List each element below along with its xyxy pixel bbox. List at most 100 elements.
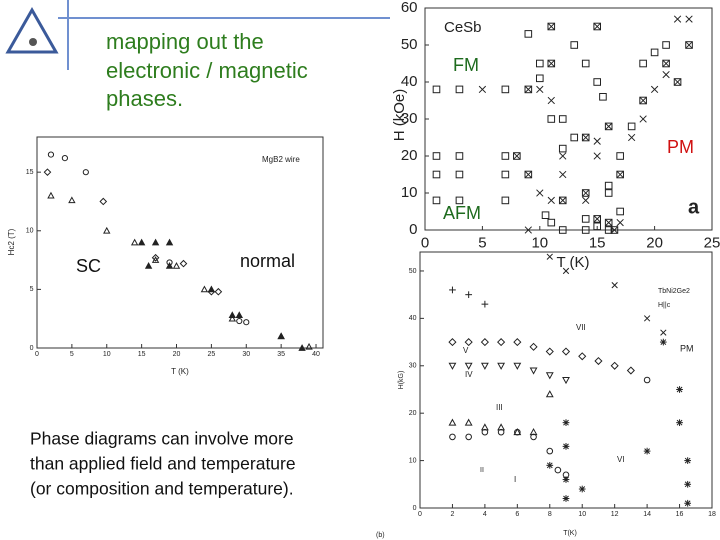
- data-point: [616, 170, 624, 179]
- data-point: [662, 70, 670, 79]
- x-tick-label: 0: [421, 234, 429, 251]
- caption-line: Phase diagrams can involve more: [30, 429, 294, 449]
- marker-part: [82, 169, 89, 176]
- marker-part: [581, 189, 590, 197]
- x-tick-label: 10: [531, 234, 548, 251]
- marker-part: [464, 362, 473, 370]
- data-point: [541, 211, 550, 219]
- marker-part: [562, 267, 570, 275]
- y-tick-label: 10: [401, 184, 418, 201]
- marker-part: [685, 15, 693, 23]
- data-point: [685, 15, 693, 23]
- data-point: [529, 428, 538, 436]
- marker-part: [172, 262, 181, 269]
- chart-annotation: II: [480, 467, 484, 474]
- data-point: [650, 85, 659, 94]
- marker-part: [593, 22, 601, 31]
- data-point: [432, 152, 441, 160]
- data-point: [581, 215, 590, 223]
- data-point: [684, 457, 692, 464]
- marker-part: [547, 196, 555, 205]
- data-point: [432, 170, 441, 179]
- marker-part: [524, 170, 533, 179]
- chart-annotation: TbNi2Ge2: [658, 288, 690, 295]
- data-point: [497, 423, 506, 431]
- data-point: [581, 133, 590, 142]
- data-point: [43, 168, 52, 176]
- marker-part: [137, 238, 146, 246]
- data-point: [179, 259, 188, 268]
- data-point: [529, 367, 538, 375]
- marker-part: [582, 196, 590, 205]
- data-point: [480, 423, 489, 431]
- data-point: [547, 96, 555, 105]
- data-point: [455, 196, 464, 205]
- marker-part: [529, 367, 538, 375]
- data-point: [236, 317, 243, 325]
- marker-part: [546, 253, 553, 260]
- marker-part: [501, 170, 510, 179]
- data-point: [151, 238, 160, 246]
- y-tick-label: 60: [401, 0, 418, 16]
- data-point: [662, 41, 670, 49]
- data-point: [501, 170, 510, 179]
- data-point: [478, 85, 487, 94]
- marker-part: [581, 226, 590, 234]
- data-point: [545, 390, 554, 398]
- marker-part: [673, 15, 682, 23]
- marker-part: [616, 218, 624, 227]
- marker-part: [559, 196, 567, 205]
- data-point: [676, 419, 683, 427]
- chart-annotation: VII: [576, 323, 586, 332]
- marker-part: [684, 481, 691, 488]
- marker-part: [448, 418, 457, 426]
- marker-part: [524, 85, 532, 94]
- marker-part: [558, 196, 567, 205]
- data-point: [529, 342, 538, 351]
- data-point: [547, 115, 556, 123]
- data-point: [545, 372, 554, 380]
- marker-part: [497, 362, 506, 370]
- marker-part: [570, 133, 579, 142]
- marker-part: [616, 152, 624, 160]
- marker-part: [660, 329, 667, 336]
- chart: 0 2 4 6 8 10 12 14 16 18 0 10 20 30 40 50 T(K) H(kG) TbNi2…: [376, 251, 716, 539]
- marker-part: [547, 59, 555, 68]
- data-point: [514, 428, 521, 436]
- data-point: [68, 196, 76, 204]
- x-tick-label: 40: [312, 351, 320, 358]
- x-axis-label: T (K): [556, 254, 589, 271]
- x-tick-label: 8: [548, 511, 552, 518]
- data-point: [604, 181, 613, 190]
- marker-part: [464, 338, 473, 347]
- data-point: [524, 30, 533, 38]
- marker-part: [562, 376, 570, 385]
- y-axis-label: H(kG): [398, 371, 405, 390]
- data-point: [207, 285, 216, 293]
- marker-part: [558, 144, 567, 153]
- data-point: [616, 218, 624, 227]
- data-point: [558, 144, 567, 153]
- y-tick-label: 0: [413, 505, 417, 512]
- data-point: [536, 189, 544, 197]
- marker-part: [514, 428, 521, 436]
- data-point: [481, 300, 489, 308]
- marker-part: [662, 70, 670, 79]
- marker-part: [165, 238, 174, 246]
- marker-part: [536, 85, 544, 94]
- x-tick-label: 20: [173, 351, 181, 358]
- marker-part: [610, 361, 619, 370]
- x-tick-label: 5: [478, 234, 486, 251]
- data-point: [673, 15, 682, 23]
- data-point: [103, 226, 111, 234]
- data-point: [639, 115, 647, 123]
- data-point: [449, 286, 456, 294]
- marker-part: [236, 317, 243, 325]
- data-point: [546, 447, 554, 455]
- data-point: [432, 85, 441, 94]
- chart-annotation: (b): [376, 532, 385, 539]
- marker-part: [480, 338, 489, 347]
- data-point: [82, 169, 89, 176]
- data-point: [581, 189, 590, 197]
- y-tick-label: 0: [409, 221, 417, 238]
